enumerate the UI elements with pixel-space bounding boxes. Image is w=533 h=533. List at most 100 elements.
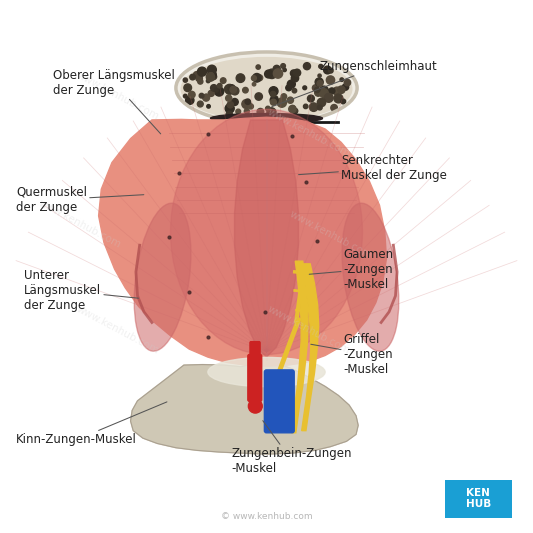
- Circle shape: [273, 66, 280, 72]
- Circle shape: [287, 97, 294, 103]
- Text: Zungenschleimhaut: Zungenschleimhaut: [272, 60, 438, 107]
- Circle shape: [207, 65, 216, 74]
- Ellipse shape: [134, 203, 191, 351]
- Circle shape: [228, 85, 235, 92]
- Circle shape: [257, 108, 264, 115]
- Circle shape: [286, 85, 292, 91]
- Text: Quermuskel
der Zunge: Quermuskel der Zunge: [16, 186, 144, 214]
- Circle shape: [207, 70, 216, 79]
- Circle shape: [281, 94, 287, 99]
- Circle shape: [207, 104, 211, 108]
- Circle shape: [255, 93, 262, 100]
- Ellipse shape: [171, 109, 362, 354]
- Circle shape: [208, 90, 214, 96]
- Circle shape: [314, 87, 320, 93]
- Circle shape: [265, 106, 270, 111]
- Circle shape: [319, 64, 323, 68]
- Circle shape: [290, 70, 297, 77]
- Circle shape: [211, 74, 216, 79]
- Circle shape: [310, 103, 318, 111]
- Circle shape: [326, 76, 335, 84]
- Polygon shape: [301, 264, 319, 431]
- Circle shape: [183, 94, 187, 98]
- Circle shape: [331, 104, 337, 111]
- Circle shape: [190, 74, 196, 80]
- Circle shape: [317, 98, 326, 107]
- Circle shape: [214, 88, 218, 92]
- Circle shape: [243, 87, 248, 93]
- Text: www.kenhub.com: www.kenhub.com: [74, 70, 160, 122]
- Circle shape: [292, 108, 298, 114]
- Circle shape: [211, 85, 217, 91]
- Text: © www.kenhub.com: © www.kenhub.com: [221, 512, 312, 521]
- Circle shape: [324, 66, 332, 74]
- Text: KEN
HUB: KEN HUB: [466, 488, 491, 508]
- Circle shape: [273, 69, 282, 78]
- Circle shape: [256, 65, 261, 69]
- Ellipse shape: [208, 357, 325, 387]
- Circle shape: [290, 106, 295, 110]
- Circle shape: [217, 84, 222, 88]
- Circle shape: [269, 87, 278, 95]
- Circle shape: [281, 63, 286, 68]
- Circle shape: [206, 79, 210, 83]
- Circle shape: [292, 88, 297, 93]
- Circle shape: [319, 88, 328, 98]
- Text: www.kenhub.com: www.kenhub.com: [266, 107, 352, 159]
- Circle shape: [206, 73, 215, 81]
- Circle shape: [199, 93, 204, 98]
- Text: www.kenhub.com: www.kenhub.com: [37, 198, 123, 250]
- Text: Oberer Längsmuskel
der Zunge: Oberer Längsmuskel der Zunge: [53, 69, 175, 134]
- FancyBboxPatch shape: [248, 354, 262, 401]
- Circle shape: [253, 74, 261, 82]
- Circle shape: [337, 86, 345, 93]
- Circle shape: [209, 73, 213, 77]
- Circle shape: [341, 99, 346, 104]
- Circle shape: [344, 79, 351, 86]
- Circle shape: [329, 88, 335, 94]
- Polygon shape: [131, 361, 358, 454]
- Ellipse shape: [181, 58, 352, 120]
- Circle shape: [312, 85, 319, 91]
- Circle shape: [317, 80, 323, 86]
- Circle shape: [184, 84, 191, 92]
- Circle shape: [196, 75, 203, 82]
- Circle shape: [248, 104, 253, 109]
- Circle shape: [277, 98, 286, 107]
- Circle shape: [303, 63, 311, 70]
- Circle shape: [204, 94, 209, 100]
- Circle shape: [215, 87, 224, 96]
- Circle shape: [198, 79, 203, 84]
- Text: Unterer
Längsmuskel
der Zunge: Unterer Längsmuskel der Zunge: [24, 269, 139, 312]
- Text: Griffel
-Zungen
-Muskel: Griffel -Zungen -Muskel: [311, 333, 393, 376]
- Circle shape: [283, 68, 286, 71]
- Circle shape: [183, 78, 188, 82]
- Circle shape: [225, 95, 232, 101]
- Text: www.kenhub.com: www.kenhub.com: [74, 304, 160, 357]
- Text: Senkrechter
Muskel der Zunge: Senkrechter Muskel der Zunge: [298, 154, 447, 182]
- FancyBboxPatch shape: [264, 370, 294, 433]
- Circle shape: [193, 71, 199, 78]
- Polygon shape: [292, 261, 308, 433]
- Circle shape: [242, 100, 251, 109]
- Circle shape: [252, 76, 256, 80]
- Circle shape: [257, 75, 263, 80]
- Circle shape: [314, 89, 322, 96]
- Circle shape: [324, 93, 333, 102]
- Circle shape: [230, 86, 237, 93]
- Circle shape: [342, 84, 349, 90]
- Circle shape: [333, 87, 341, 95]
- Circle shape: [328, 68, 333, 73]
- Ellipse shape: [211, 114, 322, 123]
- Circle shape: [287, 80, 295, 88]
- Circle shape: [270, 92, 276, 97]
- Text: www.kenhub.com: www.kenhub.com: [266, 304, 352, 357]
- Circle shape: [244, 109, 249, 114]
- Circle shape: [225, 86, 234, 94]
- Circle shape: [236, 109, 240, 114]
- Circle shape: [267, 108, 276, 117]
- Circle shape: [189, 91, 195, 98]
- Circle shape: [274, 96, 278, 100]
- Circle shape: [337, 89, 341, 92]
- Polygon shape: [99, 117, 386, 366]
